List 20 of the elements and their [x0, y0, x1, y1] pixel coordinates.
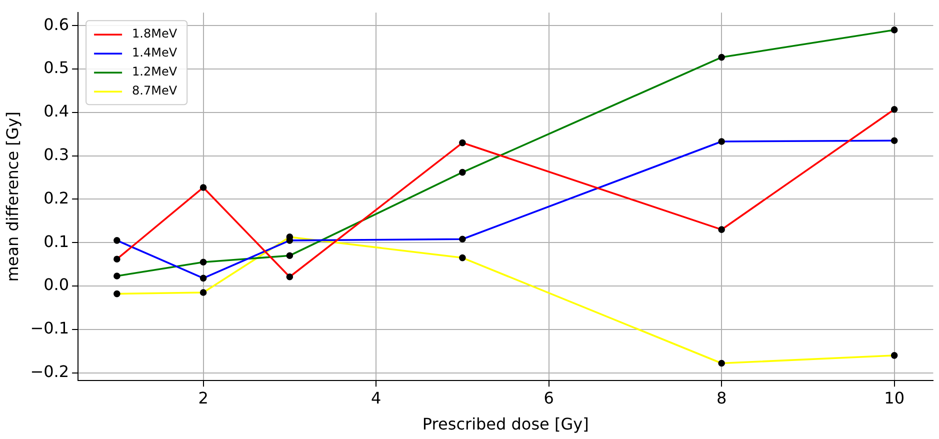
- legend-label: 8.7MeV: [132, 84, 178, 98]
- x-tick-label: 8: [716, 388, 727, 408]
- y-tick-label: −0.2: [30, 362, 70, 381]
- y-tick-label: −0.1: [30, 318, 70, 338]
- y-tick-label: 0.0: [44, 275, 70, 294]
- y-tick-label: 0.1: [44, 232, 70, 251]
- y-tick-label: 0.4: [44, 102, 70, 121]
- legend-label: 1.4MeV: [132, 46, 178, 60]
- y-tick-label: 0.2: [44, 188, 70, 208]
- y-tick-label: 0.3: [44, 144, 70, 164]
- x-axis-title: Prescribed dose [Gy]: [422, 414, 589, 434]
- x-tick-label: 2: [198, 388, 208, 408]
- x-tick-label: 10: [884, 388, 905, 408]
- legend-label: 1.8MeV: [132, 26, 178, 41]
- x-tick-label: 6: [544, 388, 554, 408]
- y-tick-label: 0.6: [44, 14, 70, 34]
- legend-label: 1.2MeV: [132, 64, 178, 79]
- x-tick-label: 4: [370, 388, 382, 408]
- y-axis-title: mean difference [Gy]: [2, 111, 22, 282]
- y-tick-label: 0.5: [44, 58, 70, 78]
